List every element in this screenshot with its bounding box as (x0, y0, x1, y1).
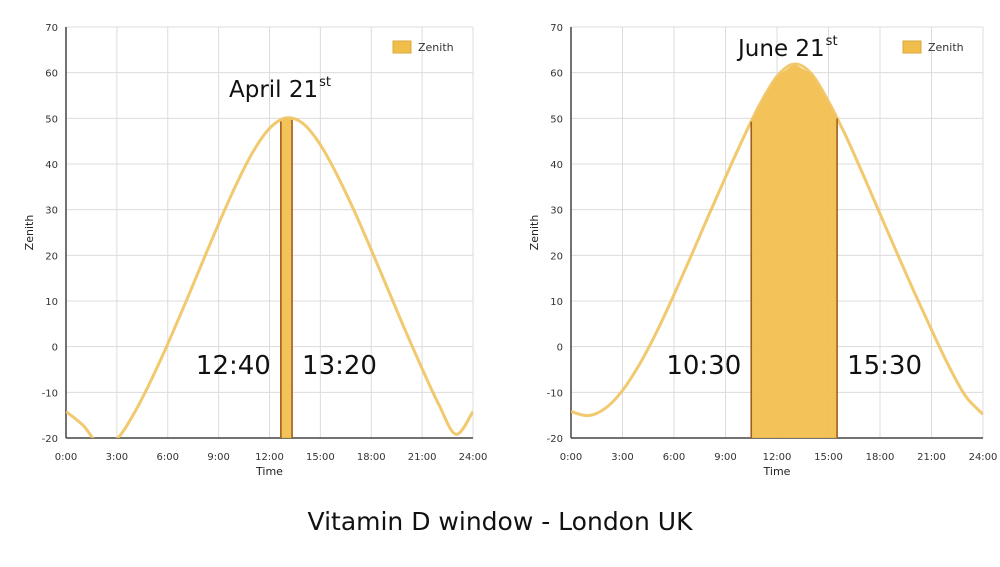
zenith-series-line (66, 116, 473, 438)
legend-swatch (902, 40, 922, 54)
x-tick-label: 6:00 (157, 452, 179, 463)
legend-label: Zenith (418, 41, 454, 54)
y-tick-label: 60 (45, 69, 58, 80)
x-tick-label: 3:00 (106, 452, 128, 463)
x-tick-label: 0:00 (55, 452, 77, 463)
window-start-label: 12:40 (196, 351, 271, 381)
y-tick-label: 20 (550, 251, 563, 262)
window-end-label: 13:20 (302, 351, 377, 381)
x-tick-label: 3:00 (611, 452, 633, 463)
chart-canvas: -20 -10 0 10 20 30 40 50 60 70 0:00 3:00 6:00 9:00 12:… (23, 23, 997, 478)
y-tick-label: 40 (550, 160, 563, 171)
y-tick-label: -20 (42, 434, 58, 445)
y-tick-label: 50 (550, 114, 563, 125)
zenith-series-line (571, 62, 983, 418)
chart-date-title: April 21 (229, 77, 318, 103)
x-tick-label: 21:00 (408, 452, 437, 463)
y-axis-title: Zenith (528, 215, 541, 251)
x-tick-label: 21:00 (917, 452, 946, 463)
y-tick-label: 40 (45, 160, 58, 171)
y-tick-label: 10 (45, 297, 58, 308)
y-tick-label: 30 (45, 206, 58, 217)
y-axis-title: Zenith (23, 215, 36, 251)
x-tick-label: 18:00 (357, 452, 386, 463)
window-end-label: 15:30 (847, 351, 922, 381)
y-tick-label: 0 (52, 343, 58, 354)
x-tick-label: 9:00 (714, 452, 736, 463)
legend-label: Zenith (928, 41, 964, 54)
x-tick-label: 6:00 (663, 452, 685, 463)
y-tick-label: 10 (550, 297, 563, 308)
zenith-chart-1: -20 -10 0 10 20 30 40 50 60 70 0:00 3:00 6:00 9:00 12:… (23, 23, 487, 478)
x-tick-label: 18:00 (866, 452, 895, 463)
y-tick-label: 70 (550, 23, 563, 34)
y-tick-label: 0 (557, 343, 563, 354)
chart-date-superscript: st (826, 34, 838, 49)
y-tick-label: 50 (45, 114, 58, 125)
x-axis-title: Time (763, 465, 791, 478)
y-tick-label: 30 (550, 206, 563, 217)
x-tick-label: 0:00 (560, 452, 582, 463)
x-tick-label: 9:00 (207, 452, 229, 463)
vitamin-d-window-fill (751, 64, 838, 438)
zenith-chart-2: -20 -10 0 10 20 30 40 50 60 70 0:00 3:00 6:00 9:00 12:… (528, 23, 997, 478)
figure-caption: Vitamin D window - London UK (307, 507, 693, 536)
y-tick-label: -20 (547, 434, 563, 445)
x-axis-title: Time (255, 465, 283, 478)
legend-swatch (392, 40, 412, 54)
y-tick-label: 70 (45, 23, 58, 34)
window-start-label: 10:30 (666, 351, 741, 381)
x-tick-label: 12:00 (255, 452, 284, 463)
chart-date-superscript: st (319, 75, 331, 90)
y-tick-label: -10 (547, 388, 563, 399)
chart-date-title: June 21 (736, 36, 825, 62)
x-tick-label: 24:00 (969, 452, 998, 463)
y-tick-label: -10 (42, 388, 58, 399)
y-tick-label: 60 (550, 69, 563, 80)
x-tick-label: 15:00 (814, 452, 843, 463)
y-tick-label: 20 (45, 251, 58, 262)
x-tick-label: 24:00 (459, 452, 488, 463)
x-tick-label: 15:00 (306, 452, 335, 463)
vitamin-d-window-fill (280, 117, 293, 438)
x-tick-label: 12:00 (763, 452, 792, 463)
